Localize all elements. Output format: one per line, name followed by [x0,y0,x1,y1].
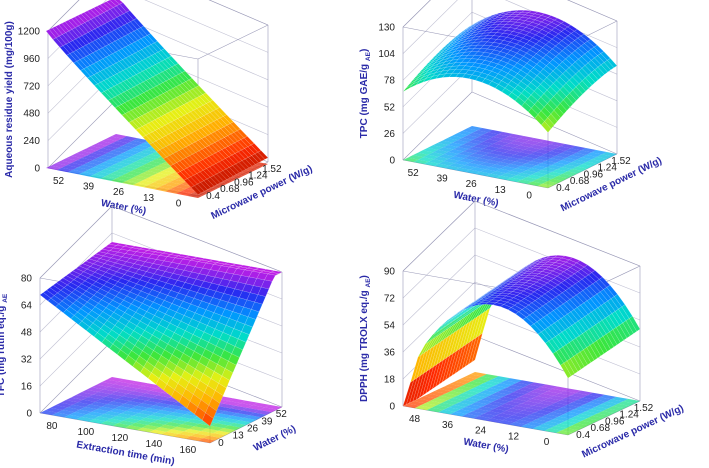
z-tick-label: 240 [23,136,40,147]
z-tick-label: 64 [21,301,33,312]
y-tick-label: 0.96 [605,416,625,427]
x-axis-label: Water (%) [452,190,499,209]
x-tick-label: 12 [508,431,520,442]
x-tick-label: 160 [180,445,197,456]
z-tick-label: 32 [21,355,33,366]
x-tick-label: 39 [83,182,95,193]
x-tick-label: 0 [526,190,532,201]
x-axis-label: Water (%) [462,437,509,456]
z-tick-label: 80 [21,274,33,285]
y-tick-label: 0.4 [556,183,570,194]
z-tick-label: 54 [384,321,396,332]
y-tick-label: 1.52 [634,403,654,414]
z-tick-label: 18 [384,375,396,386]
z-tick-label: 90 [384,267,396,278]
y-tick-label: 0.4 [206,191,220,202]
chart-panel-tfc: 0163248648080100120140160013263952Extrac… [0,205,298,468]
z-tick-label: 26 [384,129,396,140]
y-tick-label: 0.68 [220,184,240,195]
z-tick-label: 16 [21,382,33,393]
y-tick-label: 13 [233,431,245,442]
chart-panel-tpc: 02652781041305239261300.40.680.961.241.5… [359,0,664,214]
x-tick-label: 52 [53,176,65,187]
response-surface [45,0,269,195]
response-surface [39,241,283,427]
x-tick-label: 80 [46,421,58,432]
floor-contour-plane [40,377,282,443]
z-tick-label: 0 [34,164,40,175]
y-tick-label: 1.24 [619,410,639,421]
y-tick-label: 26 [247,424,259,435]
y-tick-label: 0 [218,438,224,449]
z-tick-label: 1200 [18,27,41,38]
z-tick-label: 960 [23,54,40,65]
x-tick-label: 13 [143,193,155,204]
y-tick-label: 1.24 [597,163,617,174]
y-tick-label: 39 [261,416,273,427]
x-tick-label: 100 [78,427,95,438]
x-tick-label: 24 [475,426,487,437]
y-tick-label: 52 [276,409,288,420]
x-tick-label: 120 [112,433,129,444]
z-tick-label: 480 [23,109,40,120]
chart-panel-dpph: 0 18 36 54 72 90 48 36 24 12 0 0.40.680.961.241.52 W… [359,200,686,460]
floor-contour-plane [403,372,640,435]
x-tick-label: 36 [442,420,454,431]
y-tick-label: 1.52 [611,156,631,167]
x-tick-label: 0 [544,437,550,448]
x-tick-label: 26 [113,187,125,198]
y-tick-label: 0.68 [591,423,611,434]
z-tick-label: 130 [378,23,395,34]
x-tick-label: 52 [408,168,420,179]
y-tick-label: 1.24 [248,171,268,182]
y-tick-label: 0.96 [584,169,604,180]
x-tick-label: 39 [437,174,449,185]
x-tick-label: 0 [176,198,182,209]
z-tick-label: 720 [23,81,40,92]
x-axis-label: Water (%) [100,198,147,217]
response-surface [402,254,641,407]
z-tick-label: 0 [26,409,32,420]
z-axis-label: TFC (mg rutin eq./g AE [0,293,9,397]
chart-panel-aqueous-yield: 0 240 480 720 960 1200 52 39 26 13 0 0.40.680.961.2… [4,0,314,222]
x-tick-label: 48 [409,414,421,425]
z-axis-label: DPPH (mg TROLX eq./g AE) [359,275,372,402]
z-tick-label: 104 [378,49,395,60]
z-tick-label: 0 [389,402,395,413]
z-axis-label: TPC (mg GAE/g AE) [359,49,372,139]
response-surface [402,10,618,133]
x-tick-label: 26 [466,179,478,190]
z-tick-label: 52 [384,102,396,113]
y-tick-label: 0.68 [570,176,590,187]
x-tick-label: 140 [146,439,163,450]
z-axis-label: Aqueous residue yield (mg/100g) [4,21,15,178]
z-tick-label: 78 [384,76,396,87]
z-tick-label: 36 [384,348,396,359]
y-tick-label: 0.4 [576,430,590,441]
y-axis-label: Water (%) [252,424,298,454]
x-tick-label: 13 [495,185,507,196]
y-tick-label: 0.96 [234,177,254,188]
z-tick-label: 48 [21,328,33,339]
z-tick-label: 72 [384,294,396,305]
y-tick-label: 1.52 [262,164,282,175]
floor-contour-plane [403,126,617,188]
z-tick-label: 0 [389,156,395,167]
